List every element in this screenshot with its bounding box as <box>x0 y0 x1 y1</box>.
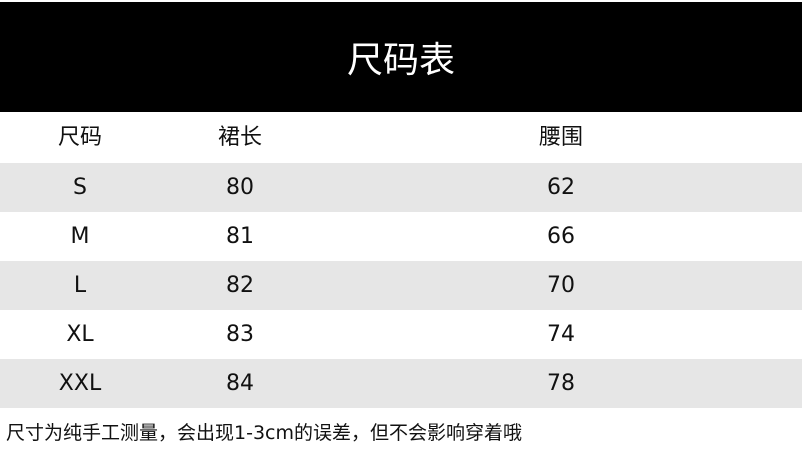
table-row: XXL 84 78 <box>0 359 802 408</box>
measurement-note: 尺寸为纯手工测量，会出现1-3cm的误差，但不会影响穿着哦 <box>6 422 522 444</box>
size-cell: XL <box>66 322 94 347</box>
table-row: L 82 70 <box>0 261 802 310</box>
waist-cell: 62 <box>547 175 575 200</box>
column-header-waist: 腰围 <box>538 125 584 150</box>
table-row: XL 83 74 <box>0 310 802 359</box>
table-row: S 80 62 <box>0 163 802 212</box>
waist-cell: 78 <box>547 371 575 396</box>
column-header-size: 尺码 <box>57 125 103 150</box>
waist-cell: 74 <box>547 322 575 347</box>
size-cell: L <box>73 273 87 298</box>
skirt-length-cell: 83 <box>226 322 254 347</box>
skirt-length-cell: 80 <box>226 175 254 200</box>
table-header: 尺码 裙长 腰围 <box>0 113 802 162</box>
size-cell: M <box>70 224 90 249</box>
skirt-length-cell: 82 <box>226 273 254 298</box>
skirt-length-cell: 84 <box>226 371 254 396</box>
title-banner: 尺码表 <box>0 2 802 112</box>
table-row: M 81 66 <box>0 212 802 261</box>
waist-cell: 70 <box>547 273 575 298</box>
column-header-skirt-length: 裙长 <box>217 125 263 150</box>
size-cell: S <box>73 175 87 200</box>
page-title: 尺码表 <box>346 40 455 81</box>
skirt-length-cell: 81 <box>226 224 254 249</box>
size-cell: XXL <box>58 371 102 396</box>
waist-cell: 66 <box>547 224 575 249</box>
